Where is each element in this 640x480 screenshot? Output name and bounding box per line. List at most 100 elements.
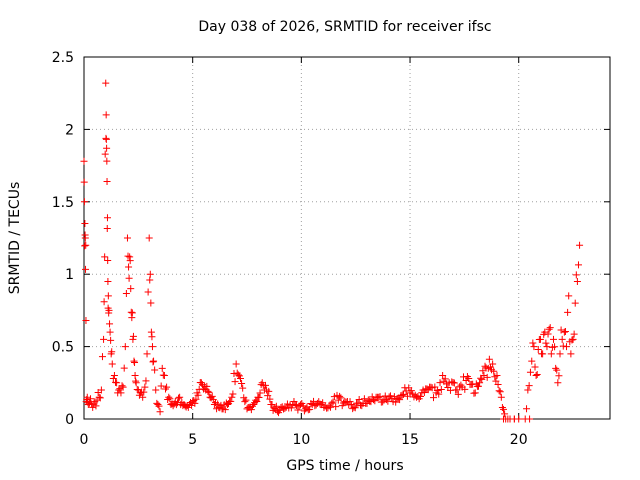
- data-point: [268, 400, 276, 408]
- data-point: [572, 271, 580, 279]
- data-point: [568, 336, 576, 344]
- data-point: [131, 358, 139, 366]
- data-point: [203, 382, 211, 390]
- data-point: [479, 367, 487, 375]
- data-point: [162, 385, 170, 393]
- y-axis-label: SRMTID / TECUs: [7, 182, 23, 295]
- data-point: [89, 403, 97, 411]
- data-point: [528, 357, 536, 365]
- x-tick-label: 10: [292, 432, 310, 448]
- data-point: [157, 382, 165, 390]
- data-point: [148, 333, 156, 341]
- data-point: [104, 292, 112, 300]
- data-point: [491, 373, 499, 381]
- data-point: [102, 111, 110, 119]
- data-point: [131, 372, 139, 380]
- data-point: [145, 234, 153, 242]
- data-point: [81, 231, 89, 239]
- data-point: [532, 372, 540, 380]
- data-point: [149, 358, 157, 366]
- data-point: [450, 379, 458, 387]
- data-point: [570, 330, 578, 338]
- data-point: [155, 402, 163, 410]
- data-point: [256, 389, 264, 397]
- data-point: [571, 299, 579, 307]
- data-point: [101, 150, 109, 158]
- data-point: [110, 372, 118, 380]
- data-point: [376, 393, 384, 401]
- data-point: [133, 386, 141, 394]
- chart-title: Day 038 of 2026, SRMTID for receiver ifs…: [198, 19, 491, 35]
- data-point: [214, 400, 222, 408]
- data-point: [329, 398, 337, 406]
- data-point: [470, 389, 478, 397]
- data-point: [192, 395, 200, 403]
- data-point: [553, 366, 561, 374]
- data-point: [128, 314, 136, 322]
- data-point: [104, 277, 112, 285]
- plot-frame: [83, 56, 611, 420]
- data-point: [81, 242, 89, 250]
- data-point: [166, 395, 174, 403]
- data-point: [423, 385, 431, 393]
- data-point: [120, 364, 128, 372]
- data-point: [556, 350, 564, 358]
- data-point: [538, 350, 546, 358]
- x-tick-label: 5: [188, 432, 197, 448]
- data-point: [101, 253, 109, 261]
- data-point: [95, 393, 103, 401]
- data-point: [103, 214, 111, 222]
- data-point: [141, 383, 149, 391]
- data-point: [126, 253, 134, 261]
- data-point: [124, 252, 132, 260]
- data-point: [351, 404, 359, 412]
- data-point: [102, 79, 110, 87]
- data-point: [446, 386, 454, 394]
- data-point: [123, 234, 131, 242]
- data-point: [403, 392, 411, 400]
- data-point: [407, 387, 415, 395]
- data-point: [435, 390, 443, 398]
- data-point: [130, 357, 138, 365]
- data-point: [381, 392, 389, 400]
- data-point: [319, 399, 327, 407]
- data-point: [125, 263, 133, 271]
- data-point: [371, 397, 379, 405]
- data-point: [463, 373, 471, 381]
- data-point: [360, 395, 368, 403]
- data-point: [159, 371, 167, 379]
- data-point: [510, 415, 518, 423]
- data-point: [526, 415, 534, 423]
- data-point: [523, 405, 531, 413]
- data-point: [272, 402, 280, 410]
- data-point: [231, 378, 239, 386]
- data-point: [273, 407, 281, 415]
- data-point: [530, 343, 538, 351]
- data-point: [336, 392, 344, 400]
- data-point: [242, 396, 250, 404]
- data-point: [106, 328, 114, 336]
- data-point: [495, 387, 503, 395]
- data-point: [533, 370, 541, 378]
- data-point: [266, 395, 274, 403]
- y-axis-ticks: 0 0.5 1 1.5 2 2.5: [52, 50, 610, 428]
- data-point: [241, 398, 249, 406]
- data-point: [290, 398, 298, 406]
- data-point: [497, 393, 505, 401]
- data-point: [564, 308, 572, 316]
- data-point: [433, 386, 441, 394]
- data-point: [337, 394, 345, 402]
- data-point: [105, 309, 113, 317]
- data-point: [574, 261, 582, 269]
- data-point: [554, 379, 562, 387]
- data-point: [126, 257, 134, 265]
- y-tick-label: 2.5: [52, 50, 74, 66]
- data-point: [82, 241, 90, 249]
- data-point: [94, 388, 102, 396]
- data-point: [261, 381, 269, 389]
- y-tick-label: 1.5: [52, 195, 74, 211]
- data-point: [436, 379, 444, 387]
- data-point: [175, 394, 183, 402]
- data-point: [567, 350, 575, 358]
